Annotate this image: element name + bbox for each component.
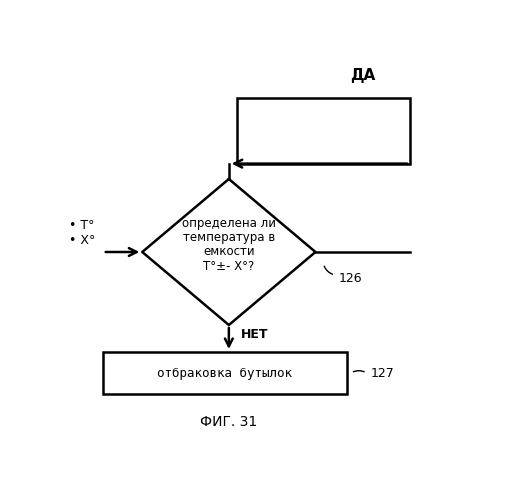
Text: T°±- X°?: T°±- X°?: [203, 260, 255, 273]
Text: температура в: температура в: [183, 231, 275, 244]
Bar: [103, 352, 347, 394]
Text: отбраковка бутылок: отбраковка бутылок: [157, 367, 293, 380]
Text: 126: 126: [339, 272, 363, 285]
Text: ДА: ДА: [350, 68, 375, 83]
Text: определена ли: определена ли: [182, 217, 276, 230]
Text: • T°
• X°: • T° • X°: [69, 219, 95, 247]
Text: НЕТ: НЕТ: [241, 328, 268, 341]
Text: емкости: емкости: [203, 245, 255, 257]
Text: 127: 127: [371, 367, 394, 380]
Text: ФИГ. 31: ФИГ. 31: [200, 415, 258, 429]
Bar: [237, 98, 410, 164]
